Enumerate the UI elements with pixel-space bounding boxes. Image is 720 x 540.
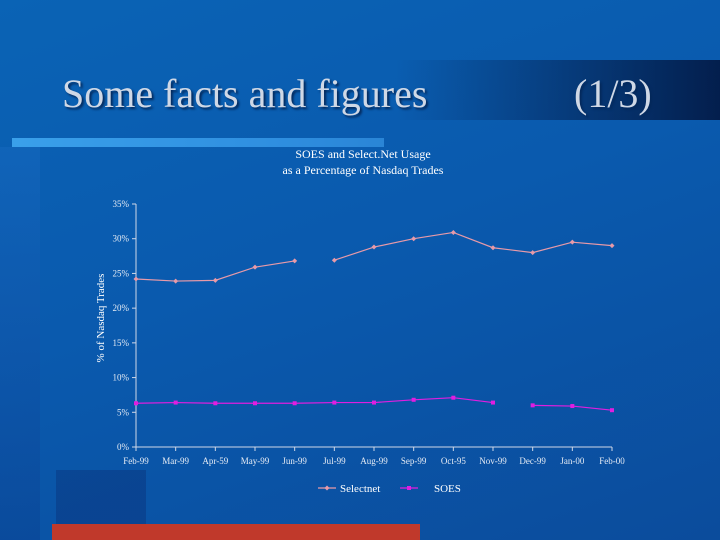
- chart-subtitle: as a Percentage of Nasdaq Trades: [283, 163, 444, 177]
- y-tick-label: 5%: [117, 407, 130, 417]
- data-point: [451, 395, 456, 400]
- y-tick-label: 15%: [113, 338, 130, 348]
- legend-marker: [407, 486, 411, 490]
- legend-label: Selectnet: [340, 483, 380, 495]
- data-point: [213, 401, 218, 406]
- data-point: [530, 250, 536, 256]
- x-tick-label: Apr-59: [202, 456, 228, 466]
- data-point: [134, 401, 138, 406]
- data-point: [450, 229, 456, 235]
- x-tick-label: Mar-99: [162, 456, 189, 466]
- chart-series: [133, 229, 615, 413]
- y-tick-label: 20%: [113, 303, 130, 313]
- data-point: [530, 403, 535, 408]
- chart-legend: Selectnet SOES: [318, 483, 461, 495]
- series-selectnet: [133, 229, 615, 284]
- series-line: [334, 231, 613, 261]
- data-point: [491, 400, 495, 405]
- data-point: [133, 276, 139, 282]
- x-tick-label: Sep-99: [401, 456, 427, 466]
- data-point: [253, 401, 257, 406]
- data-point: [569, 239, 575, 245]
- x-tick-label: Dec-99: [519, 456, 546, 466]
- data-point: [570, 404, 575, 409]
- data-point: [610, 408, 614, 413]
- slide-page-indicator: (1/3): [574, 71, 652, 116]
- chart-axes: 0% 5% 10% 15% 20% 25% 30% 35% Feb-99 Mar-99 Apr-59…: [113, 199, 626, 466]
- data-point: [173, 278, 179, 284]
- data-point: [332, 400, 337, 405]
- bottom-decorative-block: [56, 470, 146, 524]
- legend-label: SOES: [434, 483, 461, 495]
- x-tick-label: Jun-99: [282, 456, 307, 466]
- x-tick-label: Feb-00: [599, 456, 625, 466]
- slide-title: Some facts and figures: [62, 71, 428, 116]
- data-point: [292, 258, 298, 264]
- series-soes: [134, 395, 614, 413]
- data-point: [490, 245, 496, 251]
- x-tick-label: Oct-95: [441, 456, 466, 466]
- legend-marker: [324, 485, 330, 491]
- data-point: [371, 244, 377, 250]
- data-point: [411, 397, 416, 402]
- x-tick-label: Aug-99: [360, 456, 388, 466]
- y-tick-label: 35%: [113, 199, 130, 209]
- data-point: [292, 401, 297, 406]
- x-tick-label: Nov-99: [479, 456, 507, 466]
- x-tick-label: Feb-99: [123, 456, 149, 466]
- x-tick-label: Jul-99: [323, 456, 346, 466]
- bottom-red-bar: [52, 524, 420, 540]
- data-point: [609, 243, 615, 249]
- y-tick-label: 30%: [113, 234, 130, 244]
- data-point: [252, 264, 258, 270]
- series-line: [135, 397, 494, 404]
- data-point: [331, 257, 337, 263]
- data-point: [372, 400, 376, 405]
- title-underline-bar: [12, 138, 384, 147]
- left-decorative-strip: [0, 147, 40, 540]
- title-bar-background: [0, 60, 720, 120]
- y-tick-label: 25%: [113, 268, 130, 278]
- data-point: [212, 277, 218, 283]
- y-tick-label: 10%: [113, 373, 130, 383]
- y-axis-label: % of Nasdaq Trades: [95, 274, 107, 363]
- chart-title: SOES and Select.Net Usage: [295, 147, 430, 161]
- data-point: [411, 236, 417, 242]
- x-tick-label: Jan-00: [560, 456, 584, 466]
- x-tick-label: May-99: [241, 456, 270, 466]
- data-point: [173, 400, 178, 405]
- y-tick-label: 0%: [117, 442, 130, 452]
